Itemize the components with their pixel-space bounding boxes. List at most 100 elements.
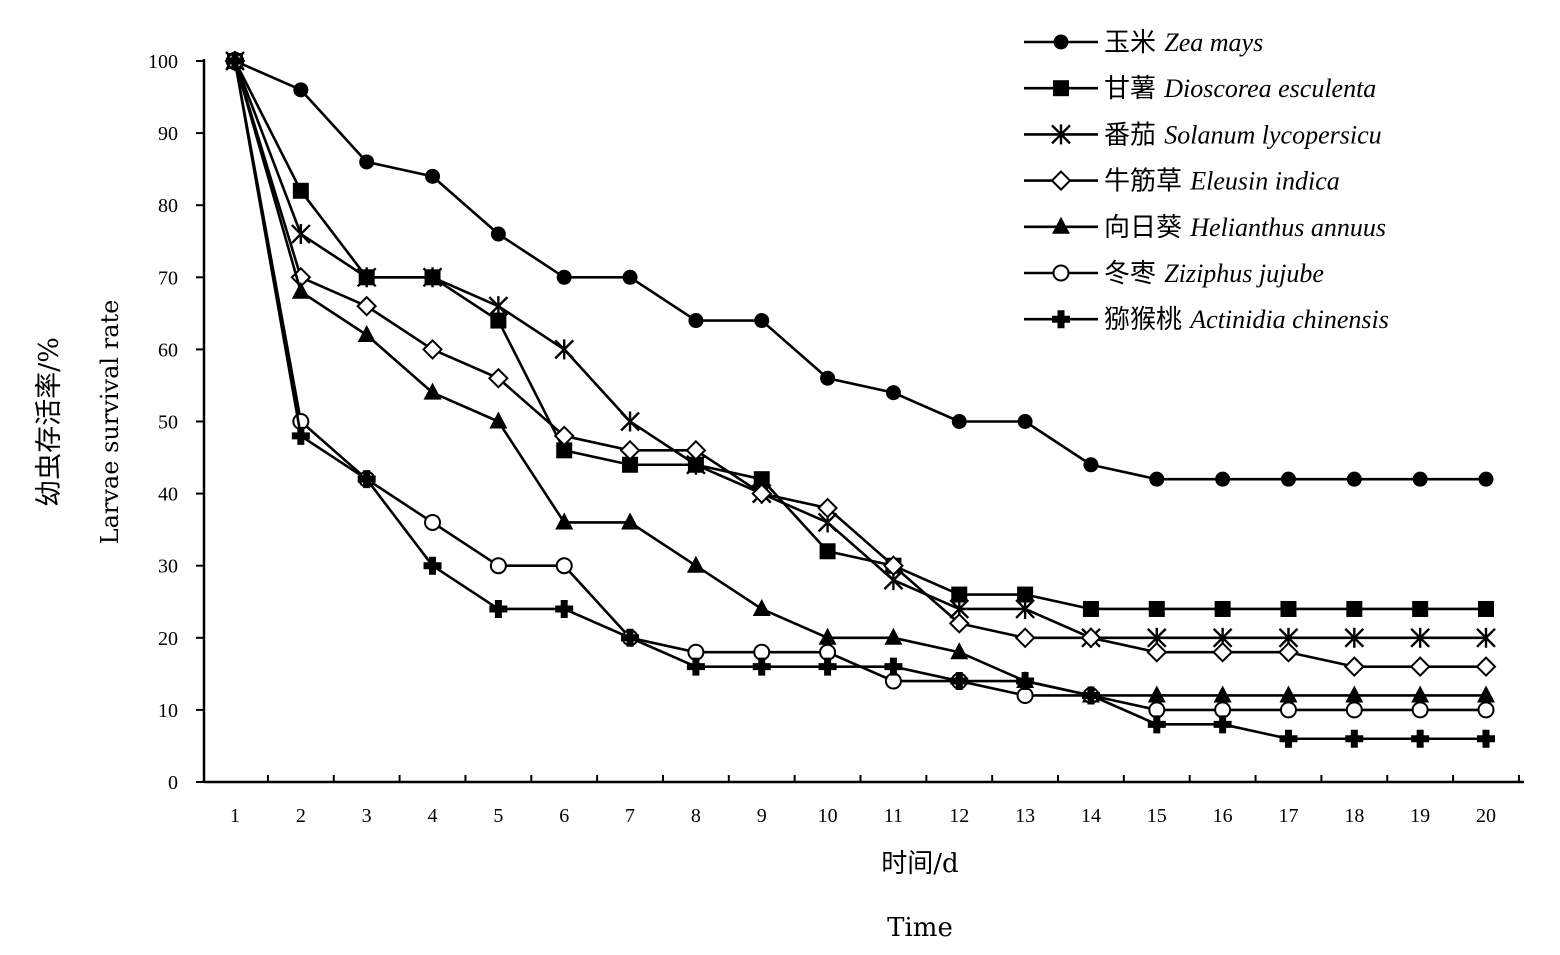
data-point: [1148, 600, 1165, 617]
data-point: [423, 556, 442, 575]
legend-label-scientific: Helianthus annuus: [1189, 213, 1386, 242]
y-tick-label: 80: [158, 195, 178, 217]
data-point: [1345, 729, 1364, 748]
data-point: [1346, 600, 1363, 617]
data-point: [884, 627, 903, 645]
data-point: [951, 586, 968, 603]
y-axis-title-en: Larvae survival rate: [96, 300, 124, 545]
data-point: [752, 598, 771, 616]
data-point: [555, 512, 574, 530]
data-point: [1279, 701, 1297, 719]
data-point: [1082, 600, 1099, 617]
x-tick-label: 12: [949, 805, 969, 827]
data-point: [293, 82, 309, 98]
series-line: [233, 60, 1486, 668]
data-point: [488, 296, 509, 317]
data-point: [553, 425, 575, 447]
legend-label-cn: 牛筋草: [1104, 167, 1190, 197]
x-tick-label: 8: [691, 805, 701, 827]
data-point: [1477, 729, 1495, 748]
y-tick-label: 70: [158, 267, 178, 289]
legend-marker: [1053, 34, 1069, 50]
legend-marker: [1052, 310, 1070, 329]
data-point: [555, 557, 573, 575]
data-point: [817, 497, 838, 519]
legend-label-scientific: Eleusin indica: [1189, 167, 1339, 196]
x-tick-label: 14: [1081, 805, 1101, 827]
data-point: [554, 339, 575, 360]
data-point: [1215, 471, 1231, 487]
legend-entry: 玉米 Zea mays: [1024, 28, 1263, 58]
data-point: [556, 269, 572, 285]
data-point: [1343, 656, 1365, 678]
x-tick-label: 10: [818, 805, 838, 827]
legend-label-cn: 向日葵: [1104, 213, 1190, 243]
data-point: [752, 657, 771, 676]
data-point: [753, 471, 770, 488]
data-point: [818, 657, 837, 676]
x-tick-label: 15: [1147, 805, 1167, 827]
data-point: [820, 370, 836, 386]
legend-marker: [1052, 264, 1070, 282]
data-point: [1478, 600, 1494, 617]
data-point: [1478, 471, 1494, 487]
data-point: [1344, 627, 1365, 648]
data-point: [425, 168, 441, 184]
data-point: [356, 267, 377, 288]
data-point: [1015, 598, 1035, 619]
data-point: [753, 643, 771, 661]
x-tick-label: 4: [428, 805, 438, 827]
data-point: [489, 411, 508, 429]
x-tick-label: 11: [884, 805, 903, 827]
legend-marker: [1053, 80, 1069, 97]
legend-entry: 向日葵 Helianthus annuus: [1024, 213, 1386, 243]
data-point: [1411, 701, 1429, 719]
x-tick-label: 7: [625, 805, 635, 827]
data-point: [1148, 701, 1166, 719]
data-point: [1014, 627, 1036, 649]
data-point: [1080, 627, 1102, 649]
y-tick-label: 0: [168, 772, 178, 794]
data-point: [950, 642, 969, 660]
legend-label-scientific: Ziziphus jujube: [1164, 259, 1324, 288]
data-point: [1410, 627, 1431, 648]
x-tick-label: 17: [1278, 805, 1298, 827]
data-point: [1280, 600, 1297, 617]
legend-label: 番茄 Solanum lycopersicu: [1104, 120, 1382, 150]
data-point: [357, 324, 376, 342]
data-point: [1411, 729, 1430, 748]
data-point: [1280, 471, 1296, 487]
data-point: [1083, 457, 1099, 473]
y-tick-label: 20: [158, 628, 178, 650]
data-point: [621, 628, 640, 647]
x-tick-label: 19: [1410, 805, 1430, 827]
y-axis-title-cn: 幼虫存活率/%: [34, 337, 65, 507]
data-point: [818, 627, 837, 645]
series-layer: [224, 50, 1497, 748]
series-line: [233, 60, 1486, 611]
data-point: [291, 426, 310, 445]
data-point: [1147, 685, 1166, 703]
data-point: [685, 439, 707, 461]
data-point: [1214, 600, 1231, 617]
data-point: [951, 414, 967, 429]
data-point: [884, 657, 903, 676]
legend-entry: 番茄 Solanum lycopersicu: [1024, 120, 1382, 150]
x-tick-label: 9: [757, 805, 767, 827]
y-tick-label: 40: [158, 484, 178, 506]
legend-label: 甘薯 Dioscorea esculenta: [1104, 74, 1376, 104]
data-point: [754, 313, 770, 329]
data-point: [1412, 600, 1429, 617]
legend-marker: [1052, 216, 1070, 234]
y-tick-label: 30: [158, 556, 178, 578]
legend-marker: [1050, 170, 1072, 192]
legend: 玉米 Zea mays 甘薯 Dioscorea esculenta 番茄 Sola…: [1024, 28, 1389, 335]
x-tick-label: 3: [362, 805, 372, 827]
x-tick-label: 13: [1015, 805, 1035, 827]
series-eleusin-indica: [224, 50, 1497, 678]
data-point: [1016, 686, 1034, 704]
series-line: [233, 60, 1486, 697]
x-tick-label: 18: [1344, 805, 1364, 827]
data-point: [622, 456, 639, 473]
